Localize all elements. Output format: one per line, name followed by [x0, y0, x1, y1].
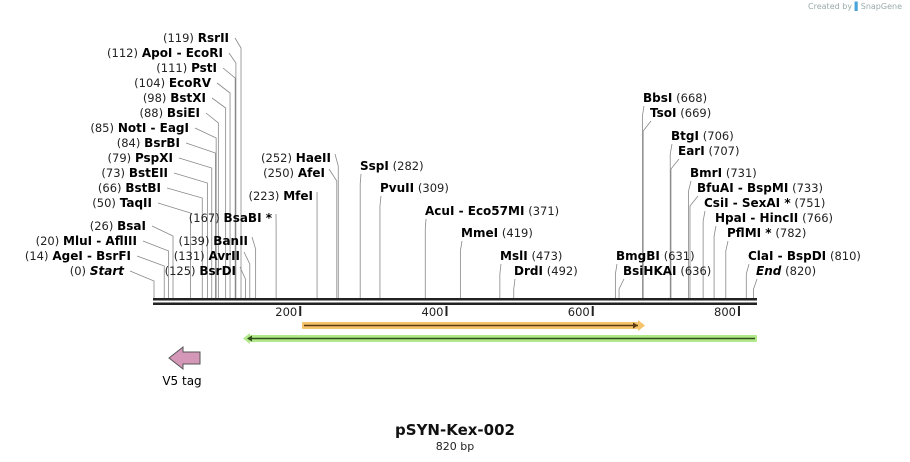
ruler-tick-label: 400: [422, 305, 444, 319]
cut-site-label[interactable]: (14) AgeI - BsrFI: [25, 249, 131, 263]
cut-site-label[interactable]: BmgBI (631): [616, 249, 695, 263]
cut-site-labels: (119) RsrII(112) ApoI - EcoRI(111) PstI(…: [25, 31, 861, 278]
cut-site-label[interactable]: (79) PspXI: [108, 151, 173, 165]
cut-site-lines: [129, 37, 758, 298]
cut-site-label[interactable]: DrdI (492): [514, 264, 578, 278]
cut-site-label[interactable]: (84) BsrBI: [117, 136, 180, 150]
v5-tag-feature[interactable]: [168, 345, 201, 371]
cut-site-label[interactable]: SspI (282): [360, 159, 424, 173]
feature-green[interactable]: [243, 333, 757, 344]
ruler-tick-label: 200: [275, 305, 297, 319]
dna-backbone: [153, 298, 757, 305]
cut-site-label[interactable]: (66) BstBI: [98, 181, 161, 195]
ruler-tick-label: 600: [568, 305, 590, 319]
cut-site-label[interactable]: BbsI (668): [643, 91, 707, 105]
cut-site-label[interactable]: (85) NotI - EagI: [90, 121, 189, 135]
cut-site-label[interactable]: (88) BsiEI: [139, 106, 200, 120]
snapgene-logo-icon: ▌: [854, 2, 861, 11]
ruler-tick-label: 800: [714, 305, 736, 319]
cut-site-label[interactable]: (119) RsrII: [163, 31, 229, 45]
cut-site-label[interactable]: ClaI - BspDI (810): [748, 249, 861, 263]
cut-site-label[interactable]: AcuI - Eco57MI (371): [425, 204, 559, 218]
cut-site-label[interactable]: (26) BsaI: [90, 219, 146, 233]
cut-site-label[interactable]: (73) BstEII: [101, 166, 168, 180]
cut-site-label[interactable]: (0) Start: [70, 264, 126, 278]
credit-brand: SnapGene: [860, 2, 902, 11]
cut-site-label[interactable]: BsiHKAI (636): [623, 264, 711, 278]
cut-site-label[interactable]: (112) ApoI - EcoRI: [107, 46, 223, 60]
cut-site-label[interactable]: (252) HaeII: [261, 151, 331, 165]
ruler: 200 400 600 800: [275, 305, 740, 319]
cut-site-label[interactable]: (98) BstXI: [143, 91, 206, 105]
cut-site-label[interactable]: MmeI (419): [461, 226, 533, 240]
cut-site-label[interactable]: (250) AfeI: [263, 166, 325, 180]
cut-site-label[interactable]: (125) BsrDI: [165, 264, 236, 278]
cut-site-label[interactable]: (167) BsaBI *: [189, 211, 273, 225]
cut-site-label[interactable]: PflMI * (782): [727, 226, 806, 240]
cut-site-label[interactable]: (139) BanII: [179, 234, 248, 248]
v5-tag-label: V5 tag: [162, 374, 201, 388]
cut-site-label[interactable]: (50) TaqII: [92, 196, 152, 210]
cut-site-label[interactable]: (223) MfeI: [248, 189, 313, 203]
credit-text: Created by: [808, 2, 853, 11]
cut-site-label[interactable]: PvuII (309): [380, 181, 449, 195]
snapgene-credit: Created by ▌SnapGene: [808, 2, 902, 11]
cut-site-label[interactable]: HpaI - HincII (766): [715, 211, 833, 225]
cut-site-label[interactable]: (20) MluI - AflIII: [36, 234, 137, 248]
cut-site-label[interactable]: (131) AvrII: [174, 249, 240, 263]
cut-site-label[interactable]: EarI (707): [678, 144, 739, 158]
cut-site-label[interactable]: (111) PstI: [156, 61, 217, 75]
cut-site-label[interactable]: End (820): [756, 264, 816, 278]
cut-site-label[interactable]: MslI (473): [500, 249, 562, 263]
cut-site-label[interactable]: (104) EcoRV: [134, 76, 212, 90]
cut-site-label[interactable]: BmrI (731): [690, 166, 757, 180]
cut-site-label[interactable]: BtgI (706): [671, 129, 734, 143]
feature-orange[interactable]: [302, 320, 645, 331]
cut-site-label[interactable]: CsiI - SexAI * (751): [704, 196, 825, 210]
plasmid-length: 820 bp: [435, 440, 475, 453]
plasmid-name: pSYN-Kex-002: [395, 421, 515, 439]
cut-site-label[interactable]: BfuAI - BspMI (733): [697, 181, 823, 195]
cut-site-label[interactable]: TsoI (669): [650, 106, 711, 120]
